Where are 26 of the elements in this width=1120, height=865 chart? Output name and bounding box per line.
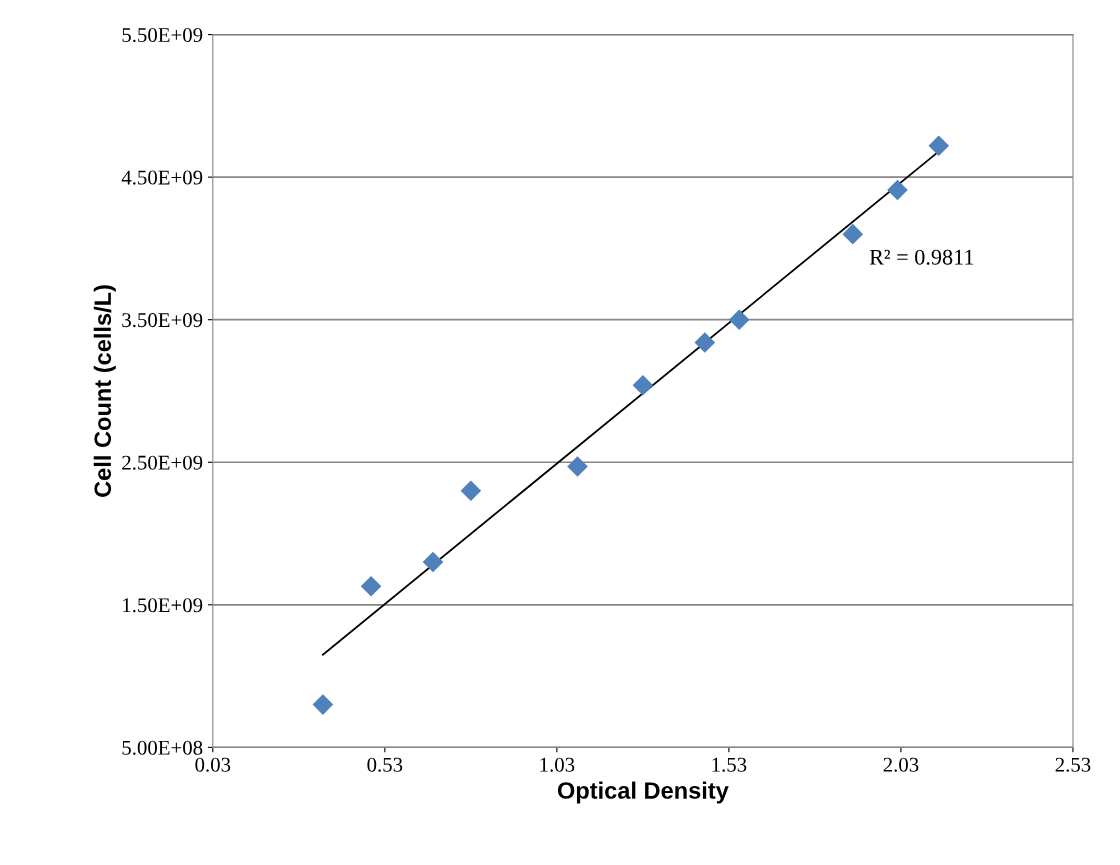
point bbox=[360, 575, 382, 597]
point bbox=[422, 551, 444, 573]
y-tick-label: 4.50E+09 bbox=[121, 170, 203, 185]
y-tick-label: 2.50E+09 bbox=[122, 455, 203, 470]
point bbox=[728, 309, 750, 330]
y-tick-label: 3.50E+09 bbox=[122, 313, 203, 328]
y-axis-title: Cell Count (cells/L) bbox=[93, 285, 116, 497]
annotation: R² = 0.9811 bbox=[869, 249, 974, 265]
x-tick-label: 2.53 bbox=[1055, 757, 1091, 772]
point bbox=[312, 694, 334, 715]
x-tick-label: 2.03 bbox=[883, 757, 919, 772]
y-tick-label: 1.50E+09 bbox=[123, 598, 203, 613]
point bbox=[632, 374, 654, 396]
x-tick-label: 0.53 bbox=[367, 757, 403, 772]
y-tick-label: 5.00E+08 bbox=[122, 740, 203, 755]
x-tick-label: 1.53 bbox=[712, 757, 747, 772]
point bbox=[460, 480, 482, 502]
x-tick-label: 0.03 bbox=[195, 757, 231, 772]
point bbox=[694, 332, 716, 353]
point bbox=[842, 223, 864, 245]
point bbox=[567, 456, 588, 477]
y-tick-label: 5.50E+09 bbox=[122, 27, 203, 43]
x-axis-title: Optical Density bbox=[557, 781, 729, 804]
x-tick-label: 1.03 bbox=[540, 757, 575, 772]
point bbox=[928, 135, 950, 157]
point bbox=[887, 179, 908, 201]
